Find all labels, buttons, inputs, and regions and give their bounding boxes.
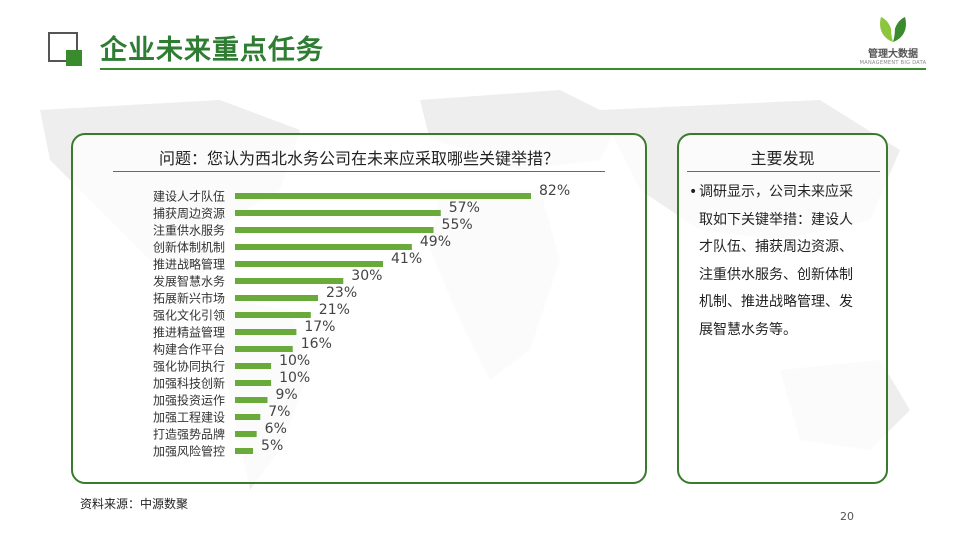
category-label: 建设人才队伍 <box>153 189 225 204</box>
bar <box>235 397 268 403</box>
bar <box>235 244 412 250</box>
bullet-icon: • <box>689 184 698 200</box>
category-label: 创新体制机制 <box>153 240 225 255</box>
value-label: 6% <box>265 421 287 437</box>
value-label: 30% <box>351 268 382 284</box>
bar <box>235 261 383 267</box>
bar <box>235 431 257 437</box>
category-label: 拓展新兴市场 <box>153 291 225 306</box>
logo-text-en: MANAGEMENT BIG DATA <box>859 60 927 66</box>
category-label: 发展智慧水务 <box>153 274 225 289</box>
leaf-logo-icon <box>880 17 906 42</box>
value-label: 16% <box>301 336 332 352</box>
title-divider <box>100 68 926 70</box>
value-label: 10% <box>279 353 310 369</box>
page-number: 20 <box>840 510 854 523</box>
bar <box>235 278 344 284</box>
value-label: 82% <box>539 183 570 199</box>
value-label: 49% <box>420 234 451 250</box>
category-label: 构建合作平台 <box>153 342 225 357</box>
data-source: 资料来源：中源数聚 <box>80 497 189 511</box>
value-label: 7% <box>268 404 290 420</box>
bar-chart: 建设人才队伍 82% 捕获周边资源 57% 注重供水服务 55% 创新体制机制 49% 推进战略… <box>153 183 570 459</box>
brand-logo: 管理大数据 MANAGEMENT BIG DATA <box>858 14 928 72</box>
bar <box>235 380 272 386</box>
bar <box>235 329 297 335</box>
question-divider <box>113 171 605 172</box>
category-label: 加强投资运作 <box>153 393 225 408</box>
survey-question: 问题：您认为西北水务公司在未来应采取哪些关键举措？ <box>158 149 559 168</box>
bar <box>235 295 319 301</box>
findings-text: • 调研显示，公司未来应采取如下关键举措：建设人 才队伍、捕获周边资源、 注重供水服务… <box>689 179 879 344</box>
value-label: 57% <box>449 200 480 216</box>
bar <box>235 227 434 233</box>
bar <box>235 448 254 454</box>
findings-line: 注重供水服务、创新体制 <box>699 266 853 283</box>
category-label: 捕获周边资源 <box>153 206 225 221</box>
category-label: 加强科技创新 <box>153 376 225 391</box>
value-label: 9% <box>275 387 297 403</box>
corner-decoration <box>48 32 82 66</box>
logo-text-cn: 管理大数据 <box>868 49 918 60</box>
findings-panel: 主要发现 • 调研显示，公司未来应采取如下关键举措：建设人 才队伍、捕获周边资源、注… <box>677 133 888 484</box>
value-label: 10% <box>279 370 310 386</box>
value-label: 21% <box>319 302 350 318</box>
category-label: 打造强势品牌 <box>153 428 225 442</box>
value-label: 23% <box>326 285 357 301</box>
category-label: 加强风险管控 <box>153 444 225 459</box>
findings-line: 取如下关键举措：建设人 <box>699 211 853 228</box>
value-label: 17% <box>304 319 335 335</box>
category-label: 推进精益管理 <box>153 325 225 340</box>
category-label: 强化协同执行 <box>153 359 225 374</box>
findings-heading: 主要发现 <box>750 149 815 168</box>
value-label: 41% <box>391 251 422 267</box>
findings-line: 机制、推进战略管理、发 <box>699 294 853 310</box>
findings-line: 展智慧水务等。 <box>699 321 797 338</box>
findings-line: 才队伍、捕获周边资源、 <box>699 239 853 255</box>
category-label: 推进战略管理 <box>153 257 225 272</box>
category-label: 加强工程建设 <box>153 410 225 425</box>
category-label: 强化文化引领 <box>153 308 225 323</box>
bar <box>235 210 441 216</box>
findings-line: • 调研显示，公司未来应采 <box>689 179 879 207</box>
value-label: 5% <box>261 438 283 454</box>
page-title: 企业未来重点任务 <box>100 35 324 66</box>
chart-panel: 问题：您认为西北水务公司在未来应采取哪些关键举措？ 建设人才队伍 82% 捕获周边资… <box>71 133 647 484</box>
bar <box>235 363 272 369</box>
value-label: 55% <box>442 217 473 233</box>
findings-divider <box>687 171 880 172</box>
bar <box>235 312 311 318</box>
bar <box>235 193 531 199</box>
bar <box>235 414 261 420</box>
category-label: 注重供水服务 <box>153 223 225 238</box>
bar <box>235 346 293 352</box>
